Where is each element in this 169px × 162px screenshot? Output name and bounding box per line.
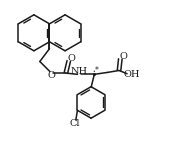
Text: NH: NH [71,67,88,76]
Text: Cl: Cl [70,119,80,128]
Text: O: O [47,71,55,80]
Text: O: O [68,54,76,63]
Text: OH: OH [123,70,140,79]
Text: *: * [94,66,98,75]
Text: O: O [119,52,127,61]
